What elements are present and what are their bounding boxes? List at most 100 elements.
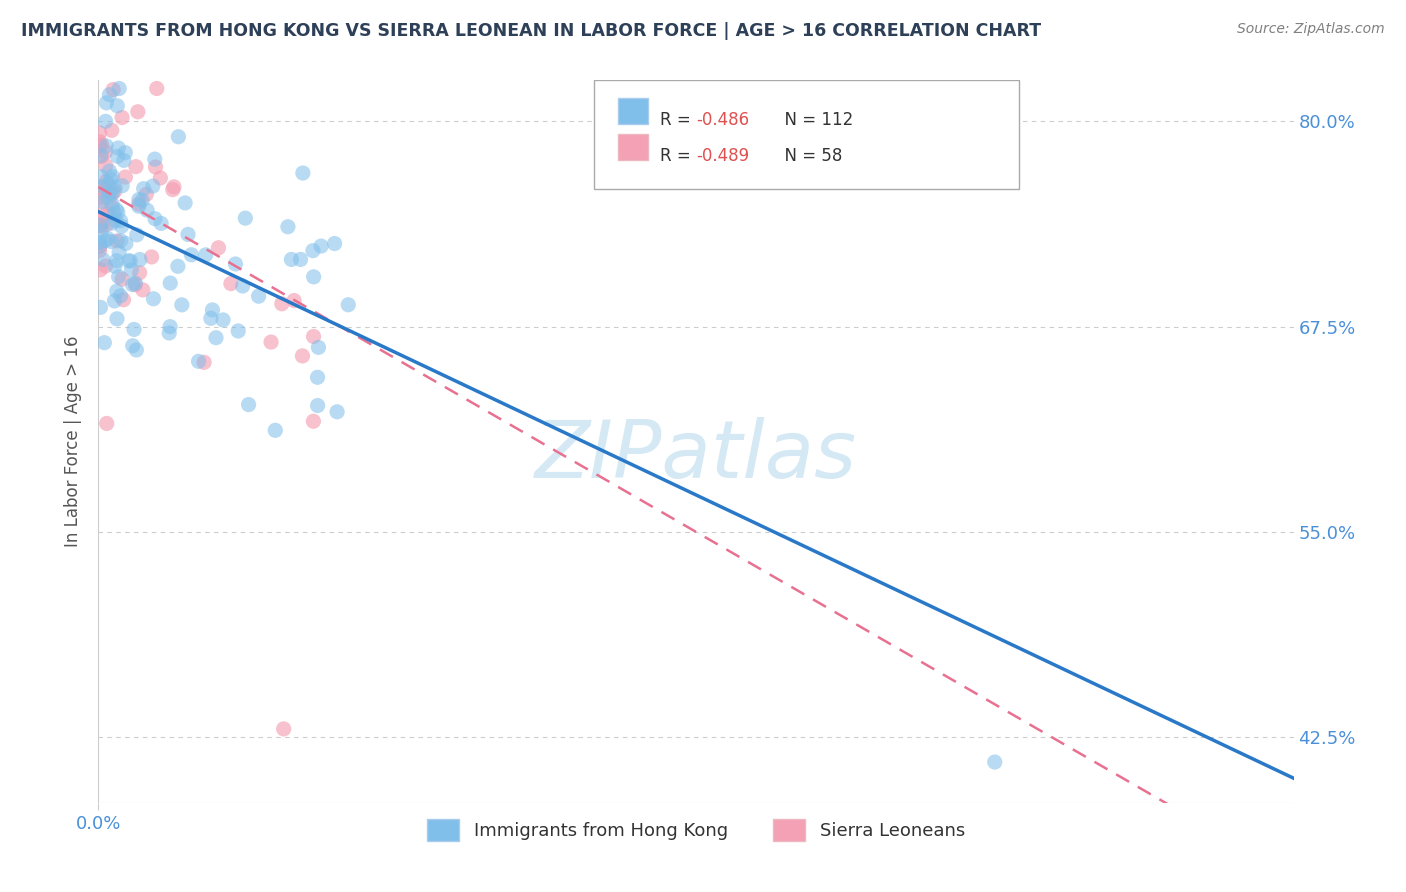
Point bbox=[111, 178, 134, 193]
Point bbox=[105, 284, 128, 298]
Point bbox=[89, 219, 111, 233]
Point bbox=[89, 213, 111, 227]
Point bbox=[110, 234, 132, 248]
Point bbox=[101, 200, 124, 214]
Point bbox=[135, 187, 157, 202]
Point bbox=[984, 755, 1007, 769]
Point bbox=[326, 405, 349, 419]
Point bbox=[283, 293, 305, 308]
Point bbox=[91, 252, 114, 267]
Point bbox=[167, 260, 190, 274]
Point bbox=[128, 193, 150, 207]
Point bbox=[93, 186, 115, 201]
Point bbox=[108, 245, 131, 260]
Point bbox=[90, 213, 112, 227]
Point bbox=[89, 301, 111, 315]
Point bbox=[98, 164, 121, 178]
Point bbox=[103, 206, 125, 220]
Point bbox=[97, 231, 120, 245]
Point bbox=[270, 297, 292, 311]
Point bbox=[201, 302, 224, 317]
Point bbox=[302, 329, 325, 343]
Point bbox=[307, 340, 329, 354]
Point bbox=[193, 355, 215, 369]
Point bbox=[128, 197, 150, 211]
Text: ZIPatlas: ZIPatlas bbox=[534, 417, 858, 495]
Point bbox=[302, 244, 325, 258]
Point bbox=[90, 169, 112, 184]
Point bbox=[167, 129, 190, 144]
Point bbox=[122, 322, 145, 336]
Point bbox=[131, 194, 153, 208]
Point bbox=[110, 289, 132, 303]
Point bbox=[100, 172, 122, 186]
Point bbox=[212, 313, 235, 327]
Point bbox=[90, 137, 112, 152]
Point bbox=[128, 266, 150, 280]
Point bbox=[150, 216, 173, 230]
Point bbox=[105, 202, 128, 217]
Y-axis label: In Labor Force | Age > 16: In Labor Force | Age > 16 bbox=[65, 335, 83, 548]
Point bbox=[121, 339, 143, 353]
Bar bbox=[619, 98, 648, 124]
Point bbox=[120, 263, 142, 277]
Point bbox=[104, 213, 127, 227]
Point bbox=[143, 211, 166, 226]
Point bbox=[187, 354, 209, 368]
Point bbox=[110, 219, 132, 234]
Point bbox=[277, 219, 299, 234]
Point bbox=[224, 257, 246, 271]
Point bbox=[115, 236, 138, 251]
Point bbox=[90, 150, 112, 164]
Point bbox=[174, 195, 197, 210]
Text: R =: R = bbox=[661, 147, 696, 166]
Point bbox=[111, 272, 134, 286]
Point bbox=[128, 199, 150, 213]
Point bbox=[302, 269, 325, 284]
Point bbox=[98, 87, 121, 102]
Point bbox=[107, 149, 129, 163]
Point bbox=[260, 334, 283, 349]
Point bbox=[219, 277, 242, 291]
Point bbox=[89, 180, 111, 194]
Point bbox=[233, 211, 256, 226]
Point bbox=[107, 269, 129, 284]
Point bbox=[112, 153, 135, 168]
Point bbox=[107, 205, 129, 219]
Point bbox=[143, 152, 166, 166]
Point bbox=[89, 218, 111, 232]
Point bbox=[145, 81, 167, 95]
Point bbox=[104, 259, 127, 273]
Point bbox=[112, 293, 135, 307]
Point bbox=[159, 276, 181, 290]
Point bbox=[89, 126, 111, 140]
Point bbox=[280, 252, 302, 267]
Point bbox=[125, 160, 148, 174]
Point bbox=[232, 279, 254, 293]
Point bbox=[90, 224, 112, 238]
Point bbox=[180, 248, 202, 262]
Point bbox=[337, 298, 360, 312]
FancyBboxPatch shape bbox=[595, 80, 1019, 189]
Point bbox=[96, 95, 118, 110]
Point bbox=[121, 277, 143, 292]
Point bbox=[142, 292, 165, 306]
Point bbox=[89, 244, 111, 258]
Point bbox=[105, 311, 128, 326]
Point bbox=[238, 398, 260, 412]
Point bbox=[125, 227, 148, 242]
Point bbox=[114, 145, 136, 160]
Point bbox=[200, 311, 222, 326]
Point bbox=[177, 227, 200, 242]
Point bbox=[97, 206, 120, 220]
Point bbox=[162, 183, 184, 197]
Point bbox=[291, 349, 314, 363]
Point bbox=[89, 139, 111, 153]
Point bbox=[120, 254, 142, 268]
Point bbox=[96, 417, 118, 431]
Point bbox=[94, 159, 117, 173]
Point bbox=[89, 239, 111, 253]
Point bbox=[101, 216, 124, 230]
Point bbox=[124, 277, 146, 292]
Point bbox=[117, 253, 139, 268]
